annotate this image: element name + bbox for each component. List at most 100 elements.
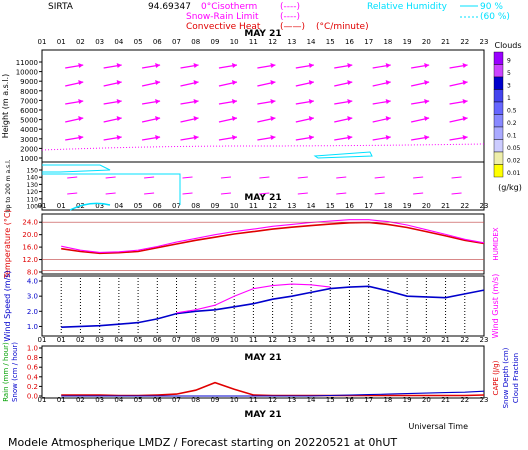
rh-contour xyxy=(313,151,373,159)
rh-contour xyxy=(42,164,111,173)
wind-arrow-head xyxy=(424,135,430,140)
height-tick-label: 9000 xyxy=(20,78,38,86)
legend-zero-isotherm-sym: (----) xyxy=(280,2,300,12)
hour-tick-label: 14 xyxy=(307,38,316,46)
hour-tick-label: 07 xyxy=(172,202,181,210)
wind-arrow-head xyxy=(116,80,122,85)
precip-content: 1.00.8 0.60.4 0.2 0.0 xyxy=(27,345,485,401)
cloud-scale-swatch xyxy=(493,164,504,178)
cloud-scale-label: 0.02 xyxy=(507,158,521,165)
legend-snow-rain-sym: (----) xyxy=(280,12,300,22)
hour-tick-label: 15 xyxy=(326,38,335,46)
wind-arrow-head xyxy=(308,80,314,85)
wind-arrow-head xyxy=(193,135,199,140)
y-tick-label: 12.0 xyxy=(22,256,38,264)
cloud-scale-label: 1 xyxy=(507,95,511,102)
height-tick-label: 2000 xyxy=(20,145,38,153)
wind-arrow-head xyxy=(231,116,237,121)
hour-tick-label: 01 xyxy=(57,396,66,404)
hour-tick-label: 01 xyxy=(38,336,47,344)
hour-tick-label: 08 xyxy=(191,396,200,404)
lowlevel-axis-label: Up to 200 m a.s.l. xyxy=(5,159,12,212)
hour-tick-label: 06 xyxy=(153,336,162,344)
height-tick-label: 10000 xyxy=(16,69,38,77)
wind-arrow-head xyxy=(155,99,161,104)
lowlevel-tick-label: 140 xyxy=(27,175,39,182)
hour-tick-label: 09 xyxy=(210,202,219,210)
wind-arrow xyxy=(413,176,424,179)
hour-tick-label: 12 xyxy=(268,38,277,46)
wind-arrow-head xyxy=(193,63,199,68)
legend-rh: Relative Humidity xyxy=(367,2,448,12)
precip-panel xyxy=(41,345,485,399)
wind-panel xyxy=(41,275,485,337)
date-label-top: MAY 21 xyxy=(244,29,281,39)
wind-arrow-head xyxy=(424,80,430,85)
hour-tick-label: 02 xyxy=(76,336,85,344)
wind-arrow-head xyxy=(116,116,122,121)
hour-tick-label: 09 xyxy=(210,396,219,404)
series-line xyxy=(61,285,485,328)
hour-tick-label: 12 xyxy=(268,202,277,210)
hour-tick-label: 03 xyxy=(95,396,104,404)
legend-rh-90: 90 % xyxy=(480,2,503,12)
hour-tick-label: 22 xyxy=(460,202,469,210)
hour-tick-label: 21 xyxy=(441,336,450,344)
cloud-scale-swatch xyxy=(493,51,504,65)
cape-axis-label: CAPE (J/g) xyxy=(492,360,500,395)
cloud-scale-swatch xyxy=(493,139,504,153)
hour-tick-label: 17 xyxy=(364,38,373,46)
hour-tick-label: 06 xyxy=(153,202,162,210)
cloud-scale-label: 0.5 xyxy=(507,108,517,115)
y-tick-label: 24.0 xyxy=(22,219,38,227)
hour-tick-label: 15 xyxy=(326,202,335,210)
wind-arrow xyxy=(374,192,385,195)
hour-tick-label: 23 xyxy=(480,396,489,404)
hour-tick-label: 07 xyxy=(172,336,181,344)
cloud-scale-label: 0.05 xyxy=(507,145,521,152)
hour-tick-label: 01 xyxy=(57,38,66,46)
wind-arrow xyxy=(451,176,462,179)
temperature-panel xyxy=(41,213,485,275)
wind-arrow xyxy=(144,176,155,179)
hour-tick-label: 12 xyxy=(268,396,277,404)
universal-time-label: Universal Time xyxy=(408,422,468,431)
hour-tick-label: 21 xyxy=(441,396,450,404)
hour-tick-label: 05 xyxy=(134,202,143,210)
hour-tick-label: 02 xyxy=(76,38,85,46)
hour-tick-label: 20 xyxy=(422,336,431,344)
legend-convective: Convective Heat xyxy=(186,22,261,32)
hour-tick-label: 17 xyxy=(364,396,373,404)
y-tick-label: 4.0 xyxy=(27,278,38,286)
boundary-layer-panel xyxy=(41,161,485,211)
wind-arrow-head xyxy=(270,63,276,68)
wind-arrow-head xyxy=(308,63,314,68)
hour-tick-label: 08 xyxy=(191,202,200,210)
hour-tick-label: 03 xyxy=(95,38,104,46)
wind-axis-label: Wind Speed (m/s) xyxy=(3,270,12,341)
wind-arrow-head xyxy=(193,116,199,121)
wind-arrow-head xyxy=(270,99,276,104)
rh-contour xyxy=(69,202,111,211)
hour-tick-label: 19 xyxy=(403,202,412,210)
wind-arrow-head xyxy=(270,135,276,140)
hour-tick-label: 23 xyxy=(480,202,489,210)
wind-arrow-head xyxy=(78,80,84,85)
cloud-scale-label: 0.2 xyxy=(507,120,517,127)
wind-arrow-head xyxy=(347,135,353,140)
hour-tick-label: 18 xyxy=(383,396,392,404)
cloud-scale-unit: (g/kg) xyxy=(498,183,522,192)
wind-arrow-head xyxy=(155,80,161,85)
wind-arrow xyxy=(259,176,270,179)
height-tick-label: 5000 xyxy=(20,117,38,125)
y-tick-label: 0.8 xyxy=(27,354,38,362)
wind-arrow-head xyxy=(308,116,314,121)
y-tick-label: 1.0 xyxy=(27,323,38,331)
wind-arrow xyxy=(144,192,155,195)
hour-tick-label: 15 xyxy=(326,396,335,404)
lowlevel-tick-label: 130 xyxy=(27,182,39,189)
wind-arrow xyxy=(182,192,193,195)
y-tick-label: 2.0 xyxy=(27,308,38,316)
hour-tick-label: 21 xyxy=(441,38,450,46)
